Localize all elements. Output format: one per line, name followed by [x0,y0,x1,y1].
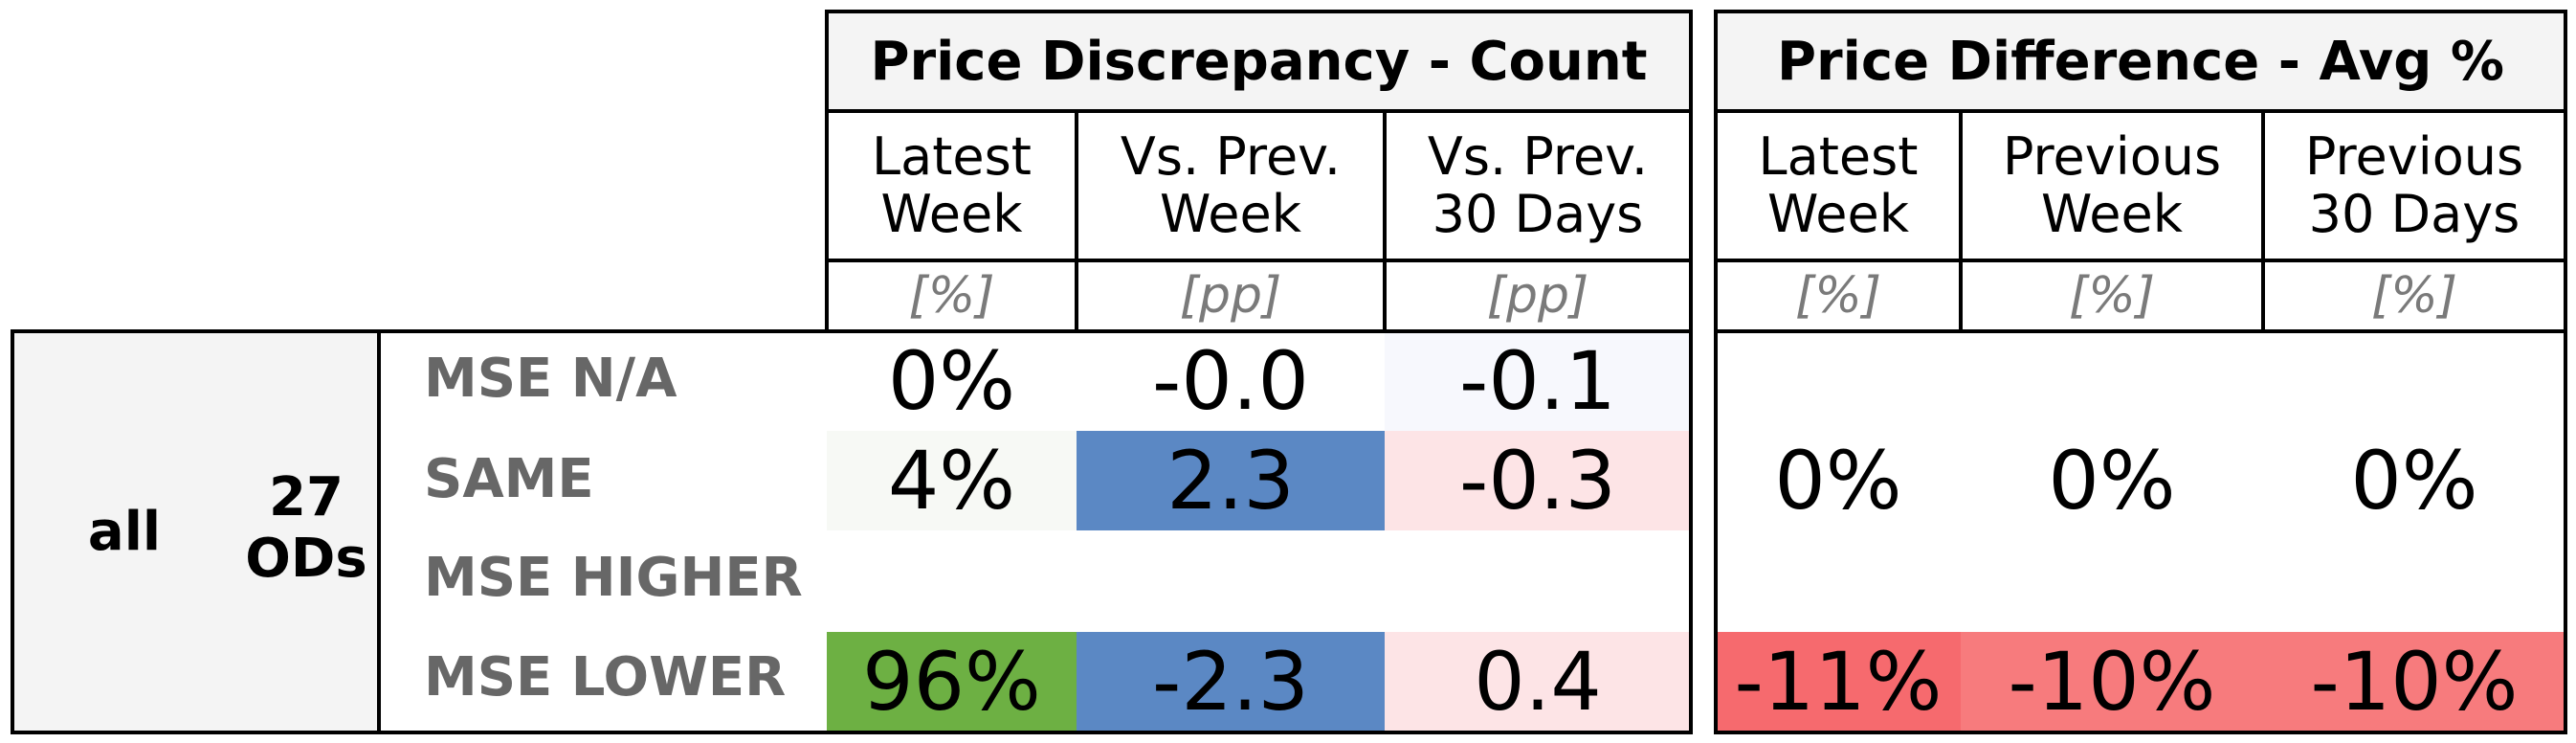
count-lower-vs-prev-30: 0.4 [1385,632,1691,732]
count-col-vs-prev-week: Vs. Prev. Week [1120,126,1342,244]
group-divider [377,329,381,734]
row-label-mse-higher: MSE HIGHER [424,546,803,609]
body-left-border [11,329,14,734]
count-lower-vs-prev-week: -2.3 [1077,632,1385,732]
avg-unit-latest-week: [%] [1795,267,1881,325]
row-label-mse-lower: MSE LOWER [424,645,787,709]
count-lower-latest: 96% [827,632,1077,732]
count-unit-vs-prev-week: [pp] [1179,267,1282,325]
row-label-same: SAME [424,447,594,510]
group-count: 27 [269,466,344,529]
count-same-vs-prev-30: -0.3 [1385,431,1691,530]
body-bottom-right [1714,731,2567,734]
count-col-vs-prev-30-days: Vs. Prev. 30 Days [1427,126,1649,244]
count-title-bottom [825,109,1693,113]
avg-top-border [1714,10,2567,13]
body-bottom-left [11,731,1693,734]
avg-col-latest-week: Latest Week [1758,126,1919,244]
count-unit-latest-week: [%] [908,267,995,325]
avg-same-latest: 0% [1774,434,1902,528]
avg-lower-previous-30: -10% [2263,632,2565,732]
count-divider-1 [1075,111,1078,331]
avg-right-border [2564,10,2567,734]
count-divider-2 [1383,111,1387,331]
count-col-latest-week: Latest Week [872,126,1032,244]
avg-unit-previous-week: [%] [2069,267,2155,325]
avg-divider-1 [1959,111,1963,331]
count-top-border [825,10,1693,13]
avg-lower-previous-week: -10% [1961,632,2263,732]
count-mse-na-vs-prev-30: -0.1 [1385,331,1691,431]
count-table-title: Price Discrepancy - Count [827,11,1691,111]
count-left-border [825,10,829,331]
row-label-mse-na: MSE N/A [424,347,677,410]
avg-same-previous-30: 0% [2350,434,2478,528]
group-label-box [12,331,378,732]
body-top-right [1714,329,2567,333]
count-same-vs-prev-week: 2.3 [1077,431,1385,530]
avg-divider-2 [2261,111,2265,331]
avg-sub-bottom [1714,259,2567,262]
avg-left-border [1714,10,1718,734]
avg-title-bottom [1714,109,2567,113]
group-count-unit: ODs [245,528,367,590]
count-unit-vs-prev-30-days: [pp] [1486,267,1589,325]
count-right-border [1689,10,1693,734]
avg-unit-previous-30-days: [%] [2371,267,2457,325]
avg-col-previous-week: Previous Week [2002,126,2222,244]
avg-table-title: Price Difference - Avg % [1716,11,2565,111]
count-same-latest: 4% [827,431,1077,530]
group-all-label: all [87,500,162,563]
body-top-left [11,329,1693,333]
avg-same-previous-week: 0% [2048,434,2176,528]
avg-col-previous-30-days: Previous 30 Days [2304,126,2524,244]
count-mse-na-vs-prev-week: -0.0 [1152,334,1309,428]
avg-lower-latest: -11% [1716,632,1961,732]
count-sub-bottom [825,259,1693,262]
count-mse-na-latest: 0% [887,334,1016,428]
